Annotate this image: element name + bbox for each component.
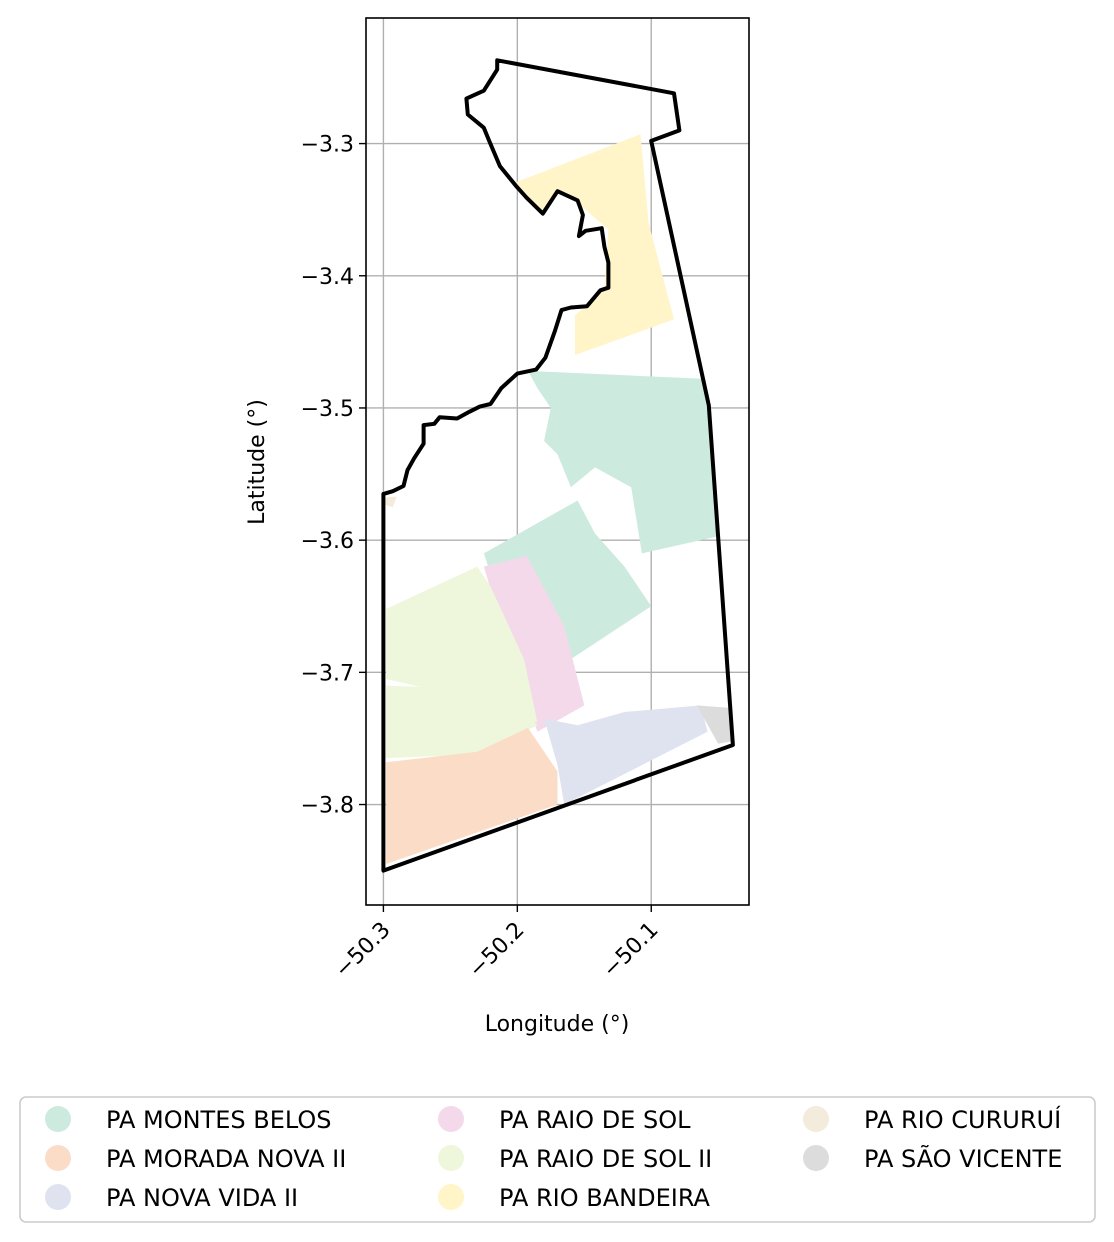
x-tick-label: −50.3 [330, 918, 395, 983]
y-tick-label: −3.7 [301, 661, 354, 686]
polygon-pa-sao-vicente [696, 705, 733, 744]
y-tick-label: −3.4 [301, 265, 354, 290]
legend-label: PA MONTES BELOS [106, 1106, 332, 1134]
y-tick-label: −3.3 [301, 133, 354, 158]
legend-label: PA NOVA VIDA II [106, 1184, 298, 1212]
legend-label: PA SÃO VICENTE [864, 1143, 1062, 1173]
plot-frame [365, 17, 750, 906]
legend-marker [45, 1184, 71, 1210]
polygon-pa-nova-vida-ii [544, 705, 708, 805]
legend-item-pa-rio-bandeira: PA RIO BANDEIRA [438, 1184, 711, 1212]
legend-item-pa-montes-belos: PA MONTES BELOS [45, 1106, 332, 1134]
polygon-pa-raio-de-sol-ii [386, 566, 538, 723]
polygon-pa-morada-nova-ii [386, 727, 558, 864]
y-tick-label: −3.8 [301, 794, 354, 819]
outline-path [381, 58, 735, 873]
legend-label: PA RIO CURURUÍ [864, 1105, 1061, 1134]
polygon-pa-rio-bandeira [513, 134, 674, 356]
y-axis: −3.3 −3.4 −3.5 −3.6 −3.7 −3.8 [301, 133, 366, 819]
legend-frame [19, 1096, 1096, 1223]
legend-marker [803, 1106, 829, 1132]
polygon-pa-raio-de-sol [483, 556, 585, 732]
y-tick-label: −3.5 [301, 397, 354, 422]
x-tick-label: −50.1 [598, 918, 663, 983]
legend-item-pa-nova-vida-ii: PA NOVA VIDA II [45, 1184, 298, 1212]
legend-item-pa-raio-de-sol-ii: PA RAIO DE SOL II [438, 1145, 712, 1173]
legend-label: PA RAIO DE SOL II [499, 1145, 712, 1173]
polygon-pa-montes-belos [528, 370, 719, 554]
legend-item-pa-morada-nova-ii: PA MORADA NOVA II [45, 1145, 346, 1173]
legend-marker [45, 1145, 71, 1171]
x-axis: −50.3 −50.2 −50.1 [330, 905, 663, 983]
polygon-pa-raio-de-sol-ii [386, 685, 538, 759]
municipality-outline [381, 58, 735, 873]
legend-marker [438, 1184, 464, 1210]
x-axis-label: Longitude (°) [485, 1012, 630, 1037]
legend-item-pa-raio-de-sol: PA RAIO DE SOL [438, 1106, 691, 1134]
legend-label: PA RAIO DE SOL [499, 1106, 691, 1134]
legend-item-pa-rio-cururui: PA RIO CURURUÍ [803, 1105, 1061, 1134]
legend-label: PA MORADA NOVA II [106, 1145, 346, 1173]
legend-marker [438, 1145, 464, 1171]
y-tick-label: −3.6 [301, 529, 354, 554]
polygon-pa-rio-cururui [382, 496, 397, 508]
settlement-polygons [382, 134, 733, 864]
x-tick-label: −50.2 [464, 918, 529, 983]
y-axis-label: Latitude (°) [245, 399, 270, 525]
legend-marker [803, 1145, 829, 1171]
legend-label: PA RIO BANDEIRA [499, 1184, 711, 1212]
legend-item-pa-sao-vicente: PA SÃO VICENTE [803, 1143, 1062, 1173]
legend-marker [45, 1106, 71, 1132]
legend-marker [438, 1106, 464, 1132]
legend: PA MONTES BELOS PA MORADA NOVA II PA NOVA … [19, 1096, 1096, 1223]
